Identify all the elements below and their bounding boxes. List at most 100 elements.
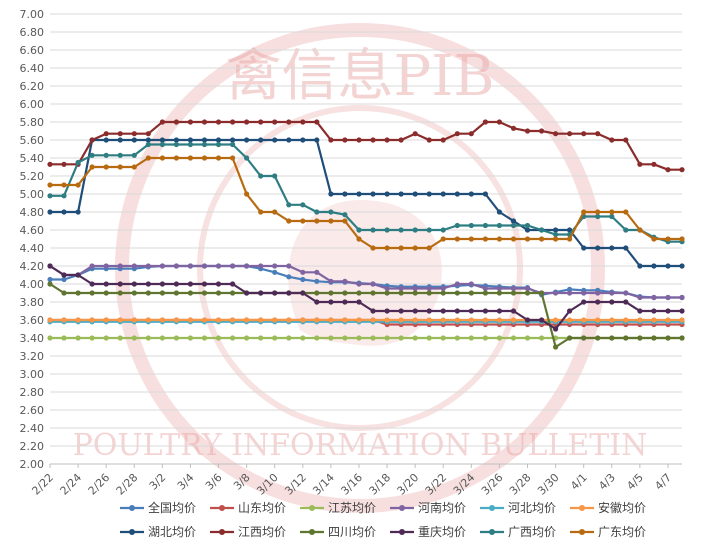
data-point <box>679 236 685 242</box>
data-point <box>412 245 418 251</box>
data-point <box>230 281 236 287</box>
data-point <box>215 119 222 125</box>
x-tick-label: 3/28 <box>507 471 534 498</box>
data-point <box>398 317 404 323</box>
data-point <box>581 335 587 341</box>
data-point <box>496 236 502 242</box>
data-point <box>567 290 573 296</box>
data-point <box>398 308 404 314</box>
y-tick-label: 5.80 <box>20 116 45 129</box>
data-point <box>187 137 193 143</box>
data-point <box>201 155 208 161</box>
data-point <box>300 202 306 208</box>
data-point <box>103 263 109 269</box>
data-point <box>482 191 488 197</box>
data-point <box>412 308 418 314</box>
data-point <box>384 335 390 341</box>
x-tick-label: 3/16 <box>338 471 365 498</box>
data-point <box>468 222 474 229</box>
series-9 <box>47 263 685 332</box>
data-point <box>595 335 601 341</box>
data-point <box>651 161 657 167</box>
y-tick-label: 6.60 <box>20 44 45 57</box>
series-line <box>50 120 682 171</box>
data-point <box>47 193 53 199</box>
x-tick-label: 3/30 <box>535 471 562 498</box>
data-point <box>496 119 502 125</box>
data-point <box>173 137 179 143</box>
data-point <box>370 281 376 287</box>
data-point <box>75 159 81 166</box>
data-point <box>342 137 348 143</box>
data-point <box>131 290 137 296</box>
legend-swatch-marker <box>129 505 135 511</box>
data-point <box>356 236 362 242</box>
data-point <box>47 281 53 287</box>
y-tick-label: 5.60 <box>20 134 45 147</box>
data-point <box>524 290 531 296</box>
data-point <box>173 263 179 269</box>
data-point <box>539 335 545 341</box>
data-point <box>609 209 615 215</box>
data-point <box>314 218 320 224</box>
data-point <box>553 317 559 323</box>
data-point <box>286 202 292 208</box>
data-point <box>496 222 502 229</box>
data-point <box>61 209 67 215</box>
data-point <box>187 263 193 269</box>
data-point <box>510 218 517 224</box>
legend-swatch-marker <box>399 529 405 535</box>
data-point <box>384 317 390 323</box>
data-point <box>272 119 278 125</box>
data-point <box>496 209 502 215</box>
data-point <box>623 137 629 143</box>
data-point <box>215 263 222 269</box>
data-point <box>412 285 418 292</box>
data-point <box>117 131 123 137</box>
data-point <box>581 131 587 137</box>
data-point <box>595 245 601 251</box>
data-point <box>314 137 320 143</box>
data-point <box>272 137 278 143</box>
data-point <box>440 335 446 341</box>
legend-swatch-marker <box>579 529 585 535</box>
data-point <box>679 167 685 173</box>
legend-label: 河南均价 <box>418 500 466 515</box>
data-point <box>89 164 95 170</box>
data-point <box>524 222 531 229</box>
legend-label: 江苏均价 <box>328 501 376 515</box>
data-point <box>145 263 151 269</box>
y-tick-label: 2.20 <box>20 440 45 453</box>
series-line <box>50 156 682 250</box>
data-point <box>75 335 81 341</box>
legend-item: 河北均价 <box>480 501 556 515</box>
data-point <box>370 191 376 197</box>
data-point <box>173 141 179 148</box>
data-point <box>384 191 390 197</box>
data-point <box>117 281 123 287</box>
data-point <box>300 137 306 143</box>
legend-label: 河北均价 <box>508 501 556 515</box>
series-line <box>49 264 682 299</box>
data-point <box>159 119 165 125</box>
y-tick-label: 3.20 <box>20 350 45 363</box>
data-point <box>637 263 643 269</box>
legend-label: 江西均价 <box>238 525 286 539</box>
data-point <box>496 285 502 292</box>
data-point <box>468 236 474 242</box>
data-point <box>567 236 573 242</box>
data-point <box>524 128 531 134</box>
data-point <box>454 290 460 296</box>
data-point <box>356 191 362 197</box>
data-point <box>342 218 348 224</box>
data-point <box>609 290 615 296</box>
data-point <box>524 317 531 323</box>
data-point <box>581 245 587 251</box>
data-point <box>468 131 474 137</box>
data-point <box>384 245 390 251</box>
data-point <box>173 290 179 296</box>
data-point <box>356 317 362 323</box>
data-point <box>61 276 67 283</box>
data-point <box>623 290 629 296</box>
data-point <box>398 285 404 292</box>
